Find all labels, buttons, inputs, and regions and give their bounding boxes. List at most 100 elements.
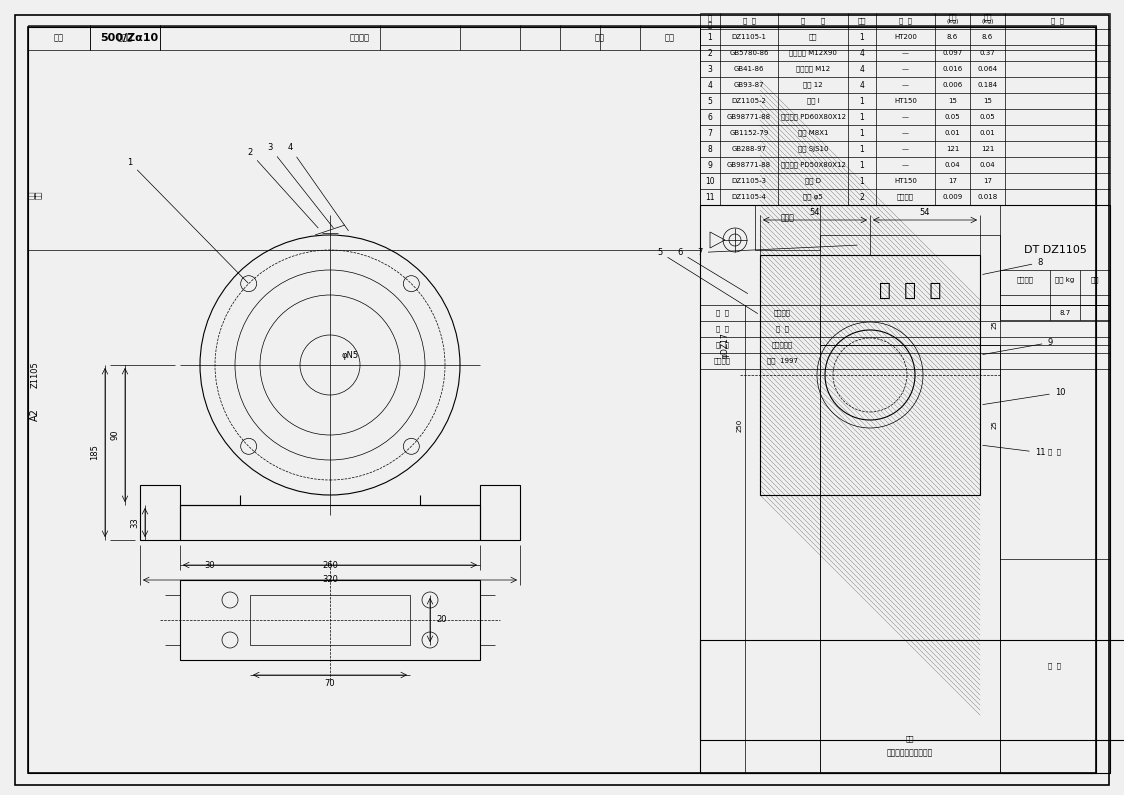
Text: (kg): (kg) — [946, 18, 959, 24]
Text: 联头螺栋 M12X90: 联头螺栋 M12X90 — [789, 50, 837, 56]
Text: 6: 6 — [678, 248, 747, 293]
Text: 1: 1 — [860, 113, 864, 122]
Text: 15: 15 — [948, 98, 957, 104]
Text: 4: 4 — [860, 64, 864, 73]
Text: 25: 25 — [992, 320, 998, 329]
Text: 0.04: 0.04 — [980, 162, 996, 168]
Bar — [755, 205, 821, 250]
Text: 17: 17 — [948, 178, 957, 184]
Text: 6: 6 — [708, 113, 713, 122]
Text: DZ1105-3: DZ1105-3 — [732, 178, 767, 184]
Text: 1: 1 — [860, 96, 864, 106]
Text: 1: 1 — [860, 33, 864, 41]
Bar — [250, 595, 410, 645]
Text: 单重: 单重 — [949, 14, 957, 21]
Text: 1: 1 — [708, 33, 713, 41]
Bar — [140, 485, 180, 540]
Text: 骨架油封 PD50X80X12: 骨架油封 PD50X80X12 — [780, 161, 845, 169]
Text: 2: 2 — [247, 148, 318, 228]
Text: 4: 4 — [708, 80, 713, 90]
Text: 185: 185 — [91, 444, 100, 460]
Text: GB1152-79: GB1152-79 — [729, 130, 769, 136]
Text: 20: 20 — [437, 615, 447, 625]
Text: GB98771-88: GB98771-88 — [727, 114, 771, 120]
Text: 0.04: 0.04 — [944, 162, 960, 168]
Text: 材  料: 材 料 — [899, 17, 912, 25]
Text: 审  核: 审 核 — [716, 342, 729, 348]
Text: DZ1105-4: DZ1105-4 — [732, 194, 767, 200]
Text: 54: 54 — [809, 207, 821, 216]
Text: 比例: 比例 — [1090, 277, 1099, 283]
Text: 0.009: 0.009 — [942, 194, 962, 200]
Bar — [1000, 305, 1111, 320]
Text: 9: 9 — [708, 161, 713, 169]
Text: 第  页: 第 页 — [1049, 663, 1061, 669]
Text: 10: 10 — [982, 388, 1066, 405]
Text: 0.05: 0.05 — [980, 114, 996, 120]
Text: 8.6: 8.6 — [982, 34, 994, 40]
Text: HT200: HT200 — [894, 34, 917, 40]
Text: Z1105: Z1105 — [30, 362, 39, 389]
Text: GB98771-88: GB98771-88 — [727, 162, 771, 168]
Text: GB93-87: GB93-87 — [734, 82, 764, 88]
Bar — [821, 345, 1000, 773]
Bar — [180, 505, 480, 540]
Text: 0.097: 0.097 — [942, 50, 962, 56]
Text: 签名: 签名 — [595, 33, 605, 42]
Text: 2: 2 — [708, 48, 713, 57]
Text: 工艺会审: 工艺会审 — [774, 310, 791, 316]
Text: 设  计: 设 计 — [716, 310, 729, 316]
Text: 质  量: 质 量 — [776, 326, 789, 332]
Text: 1: 1 — [860, 176, 864, 185]
Text: 日期  1997: 日期 1997 — [767, 358, 798, 364]
Text: 15: 15 — [984, 98, 992, 104]
Text: 0.01: 0.01 — [980, 130, 996, 136]
Text: 8.6: 8.6 — [946, 34, 958, 40]
Text: HT150: HT150 — [894, 98, 917, 104]
Text: 11: 11 — [705, 192, 715, 201]
Text: 11: 11 — [982, 445, 1045, 457]
Text: 重量 kg: 重量 kg — [1055, 277, 1075, 283]
Text: 0.184: 0.184 — [978, 82, 998, 88]
Text: (kg): (kg) — [981, 18, 994, 24]
Text: 座体: 座体 — [809, 33, 817, 41]
Text: 弹圈 12: 弹圈 12 — [804, 82, 823, 88]
Text: —: — — [901, 82, 909, 88]
Text: 9: 9 — [982, 338, 1052, 355]
Bar — [760, 255, 980, 495]
Text: 日期: 日期 — [665, 33, 676, 42]
Text: 0.37: 0.37 — [980, 50, 996, 56]
Text: 1: 1 — [127, 158, 248, 283]
Text: 标记: 标记 — [54, 33, 64, 42]
Text: 制图单位: 制图单位 — [714, 358, 731, 364]
Text: 轴  承  座: 轴 承 座 — [879, 281, 941, 300]
Text: 10: 10 — [705, 176, 715, 185]
Text: 校  对: 校 对 — [716, 326, 729, 332]
Text: —: — — [901, 66, 909, 72]
Text: 0.018: 0.018 — [978, 194, 998, 200]
Text: 1: 1 — [860, 161, 864, 169]
Text: 0.01: 0.01 — [944, 130, 960, 136]
Text: 逆盖 D: 逆盖 D — [805, 178, 821, 184]
Text: 2: 2 — [860, 192, 864, 201]
Text: 33: 33 — [130, 517, 139, 528]
Text: 8: 8 — [982, 258, 1043, 274]
Text: 标准化输入: 标准化输入 — [772, 342, 794, 348]
Text: GB41-86: GB41-86 — [734, 66, 764, 72]
Text: 5: 5 — [708, 96, 713, 106]
Text: 单件: 单件 — [906, 735, 914, 743]
Text: 图样标记: 图样标记 — [1016, 277, 1033, 283]
Bar — [28, 25, 1096, 50]
Text: 骨架油封 PD60X80X12: 骨架油封 PD60X80X12 — [780, 114, 845, 120]
Text: 油杯 M8X1: 油杯 M8X1 — [798, 130, 828, 136]
Text: 320: 320 — [323, 576, 338, 584]
Bar — [180, 580, 480, 660]
Text: DZ1105-1: DZ1105-1 — [732, 34, 767, 40]
Text: 17: 17 — [984, 178, 992, 184]
Text: 5: 5 — [658, 248, 758, 313]
Text: 合同号: 合同号 — [780, 213, 795, 222]
Text: 0.064: 0.064 — [978, 66, 998, 72]
Text: GB288-97: GB288-97 — [732, 146, 767, 152]
Bar — [821, 235, 1000, 345]
Text: 4: 4 — [288, 143, 348, 231]
